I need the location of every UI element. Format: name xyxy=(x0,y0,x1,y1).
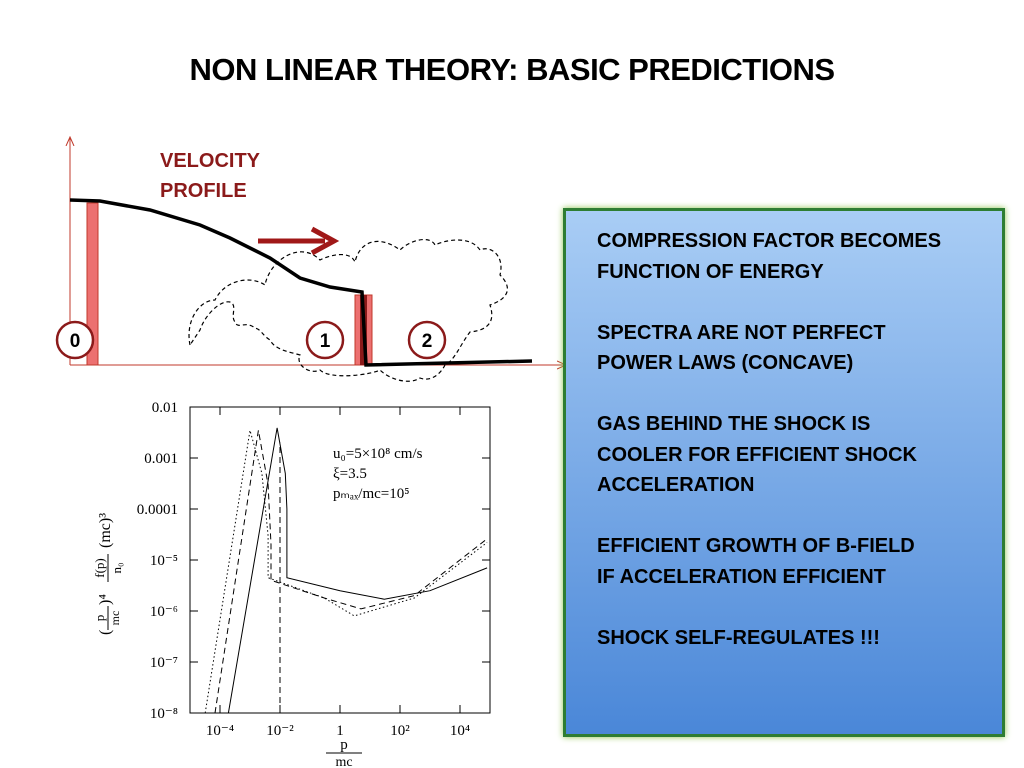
region-label: 2 xyxy=(422,331,433,352)
scattering-cloud xyxy=(188,238,508,382)
text-line: SPECTRA ARE NOT PERFECT xyxy=(597,321,886,344)
y-label-part: (mc)³ xyxy=(97,513,114,548)
text-box xyxy=(563,208,1005,737)
x-tick-label: 10⁴ xyxy=(450,723,470,739)
y-label-part: p xyxy=(92,615,107,622)
text-line: IF ACCELERATION EFFICIENT xyxy=(597,565,886,588)
profile-label: VELOCITY xyxy=(160,150,261,172)
y-label-part: n₀ xyxy=(109,562,124,573)
x-tick-label: 1 xyxy=(336,723,344,739)
box-text: COMPRESSION FACTOR BECOMES FUNCTION OF EN… xyxy=(597,226,1024,684)
x-tick-label: 10⁻⁴ xyxy=(206,723,234,739)
y-tick-label: 0.001 xyxy=(144,451,178,467)
annotation: pₘₐₓ/mc=10⁵ xyxy=(333,486,409,502)
spectrum-line xyxy=(214,430,488,714)
y-tick-label: 10⁻⁸ xyxy=(150,706,178,722)
y-label-part: ( xyxy=(97,630,114,635)
region-circle xyxy=(407,320,447,360)
plot: 10⁻⁴ 10⁻² 1 10² 10⁴ 0.01 0.001 0.0001 10⁻⁵ 10⁻⁶ 10… xyxy=(137,400,490,739)
slide-title: NON LINEAR THEORY: BASIC PREDICTIONS xyxy=(189,52,835,87)
x-label: mc xyxy=(335,755,352,768)
x-tick-label: 10⁻² xyxy=(266,723,294,739)
profile-label: PROFILE xyxy=(160,180,247,202)
y-tick-label: 0.0001 xyxy=(137,502,178,518)
annotation: ξ=3.5 xyxy=(333,466,367,482)
x-label: p xyxy=(340,737,348,753)
text-line: FUNCTION OF ENERGY xyxy=(597,260,824,283)
region-circle xyxy=(55,320,95,360)
flow-arrow-head xyxy=(310,226,340,256)
text-line: POWER LAWS (CONCAVE) xyxy=(597,352,854,374)
y-label-part: f(p) xyxy=(92,558,107,578)
text-line: SHOCK SELF-REGULATES !!! xyxy=(597,626,880,649)
spectrum-line xyxy=(227,427,488,714)
region-circle xyxy=(305,320,345,360)
paragraph: GAS BEHIND THE SHOCK IS COOLER FOR EFFICI… xyxy=(597,409,1024,501)
paragraph: EFFICIENT GROWTH OF B-FIELD IF ACCELERATI… xyxy=(597,531,1024,592)
upstream-band xyxy=(86,202,99,366)
text-line: GAS BEHIND THE SHOCK IS xyxy=(597,413,871,435)
y-tick-label: 10⁻⁷ xyxy=(150,655,178,671)
y-tick-label: 0.01 xyxy=(152,400,178,416)
region-label: 0 xyxy=(70,331,81,352)
text-line: COMPRESSION FACTOR BECOMES xyxy=(597,230,942,252)
text-line: EFFICIENT GROWTH OF B-FIELD xyxy=(597,535,915,557)
annotation: u₀=5×10⁸ cm/s xyxy=(333,446,423,462)
velocity-profile xyxy=(69,198,533,367)
text-line: COOLER FOR EFFICIENT SHOCK xyxy=(597,443,917,466)
y-label-part: )⁴ xyxy=(97,594,114,605)
paragraph: SPECTRA ARE NOT PERFECT POWER LAWS (CONCA… xyxy=(597,318,1024,379)
x-tick-label: 10² xyxy=(390,723,410,739)
spectrum-line xyxy=(204,430,488,714)
y-label: ( p mc )⁴ f(p) n₀ (mc)³ xyxy=(92,513,124,635)
paragraph: SHOCK SELF-REGULATES !!! xyxy=(597,623,1024,654)
region-label: 1 xyxy=(320,331,331,352)
paragraph: COMPRESSION FACTOR BECOMES FUNCTION OF EN… xyxy=(597,226,1024,287)
text-line: ACCELERATION xyxy=(597,474,755,496)
y-tick-label: 10⁻⁵ xyxy=(150,553,178,569)
y-label-part: mc xyxy=(108,611,122,626)
y-tick-label: 10⁻⁶ xyxy=(150,604,178,620)
